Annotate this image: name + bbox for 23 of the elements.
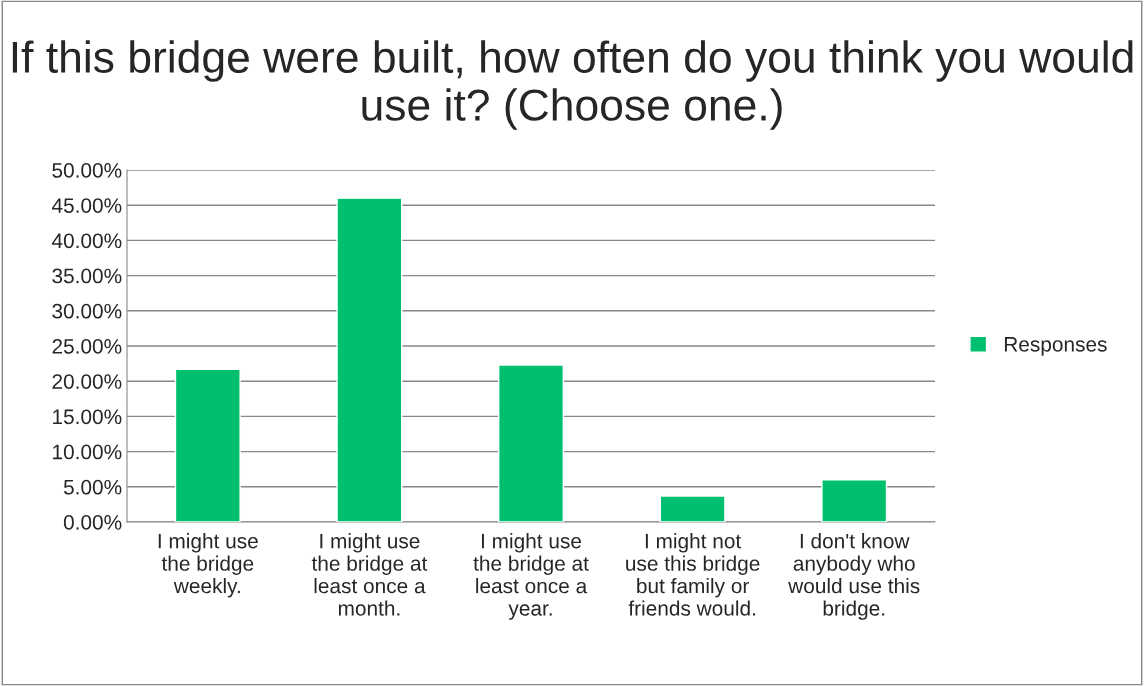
- chart-title: If this bridge were built, how often do you think you would use it? (Choose one.): [12, 40, 1133, 130]
- bar: [821, 479, 888, 522]
- y-tick-label: 20.00%: [52, 374, 122, 389]
- bar: [336, 197, 403, 522]
- y-tick-label: 10.00%: [53, 444, 122, 460]
- x-tick-label: I might not use this bridge but family or friends would.: [626, 533, 760, 616]
- y-tick-label: 25.00%: [52, 339, 122, 354]
- x-tick-label: I might use the bridge weekly.: [158, 533, 258, 598]
- bar: [174, 368, 241, 522]
- y-tick-label: 30.00%: [52, 303, 122, 319]
- x-tick-label: I might use the bridge at least once a month.: [311, 533, 428, 616]
- y-tick-label: 40.00%: [51, 233, 122, 249]
- x-tick-label: I don't know anybody who would use this bridge.: [788, 533, 920, 620]
- y-tick-label: 45.00%: [51, 198, 122, 213]
- bar: [659, 495, 726, 522]
- legend-label: Responses: [1004, 337, 1107, 356]
- y-tick-label: 35.00%: [52, 268, 122, 284]
- bar: [497, 364, 565, 522]
- y-tick-label: 5.00%: [63, 479, 122, 495]
- x-tick-label: I might use the bridge at least once a year.: [473, 533, 589, 620]
- y-tick-label: 0.00%: [63, 515, 122, 530]
- y-tick-label: 15.00%: [53, 409, 122, 425]
- y-tick-label: 50.00%: [52, 163, 122, 178]
